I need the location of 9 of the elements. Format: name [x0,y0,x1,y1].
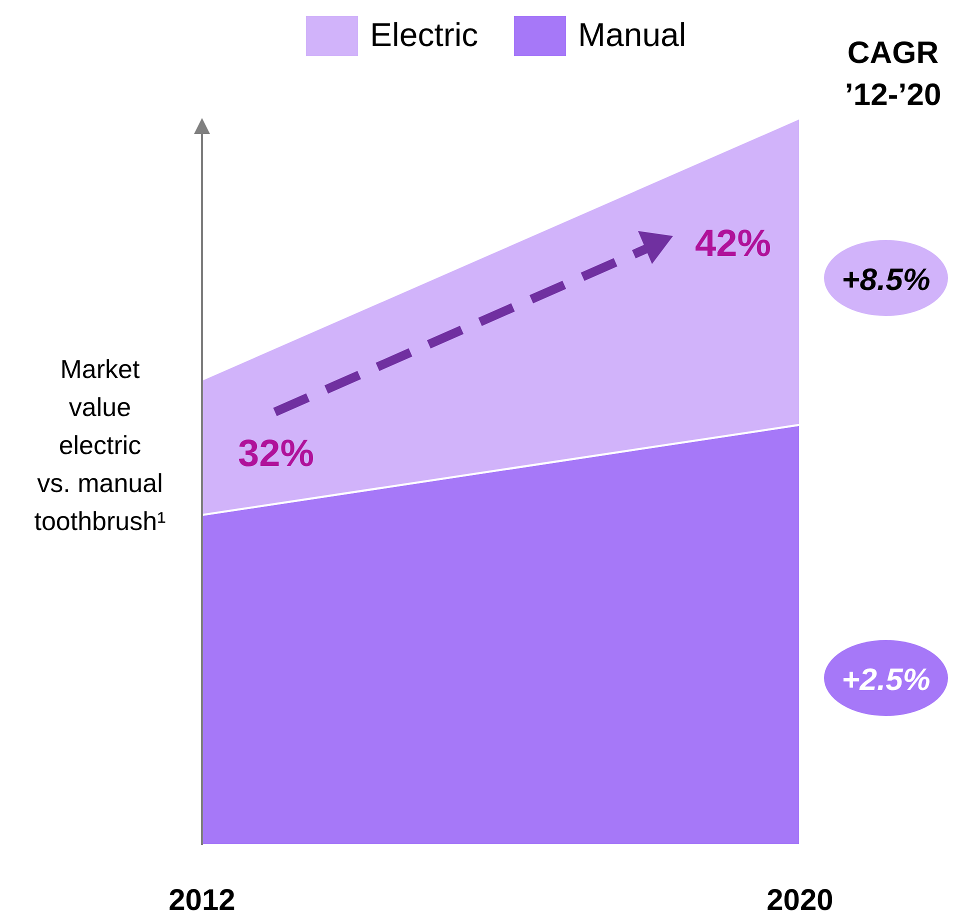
x-tick-label: 2012 [168,884,236,917]
annotation: +2.5% [842,662,930,697]
y-axis-title: Market value electric vs. manual toothbrush¹ [34,354,166,536]
text: CAGR ’12-’20 [844,35,942,112]
legend-label: Electric [370,16,478,53]
x-tick-label: 2020 [766,884,834,917]
annotation: +8.5% [842,262,930,297]
annotation: 42% [694,223,772,265]
legend-label: Manual [578,16,686,53]
